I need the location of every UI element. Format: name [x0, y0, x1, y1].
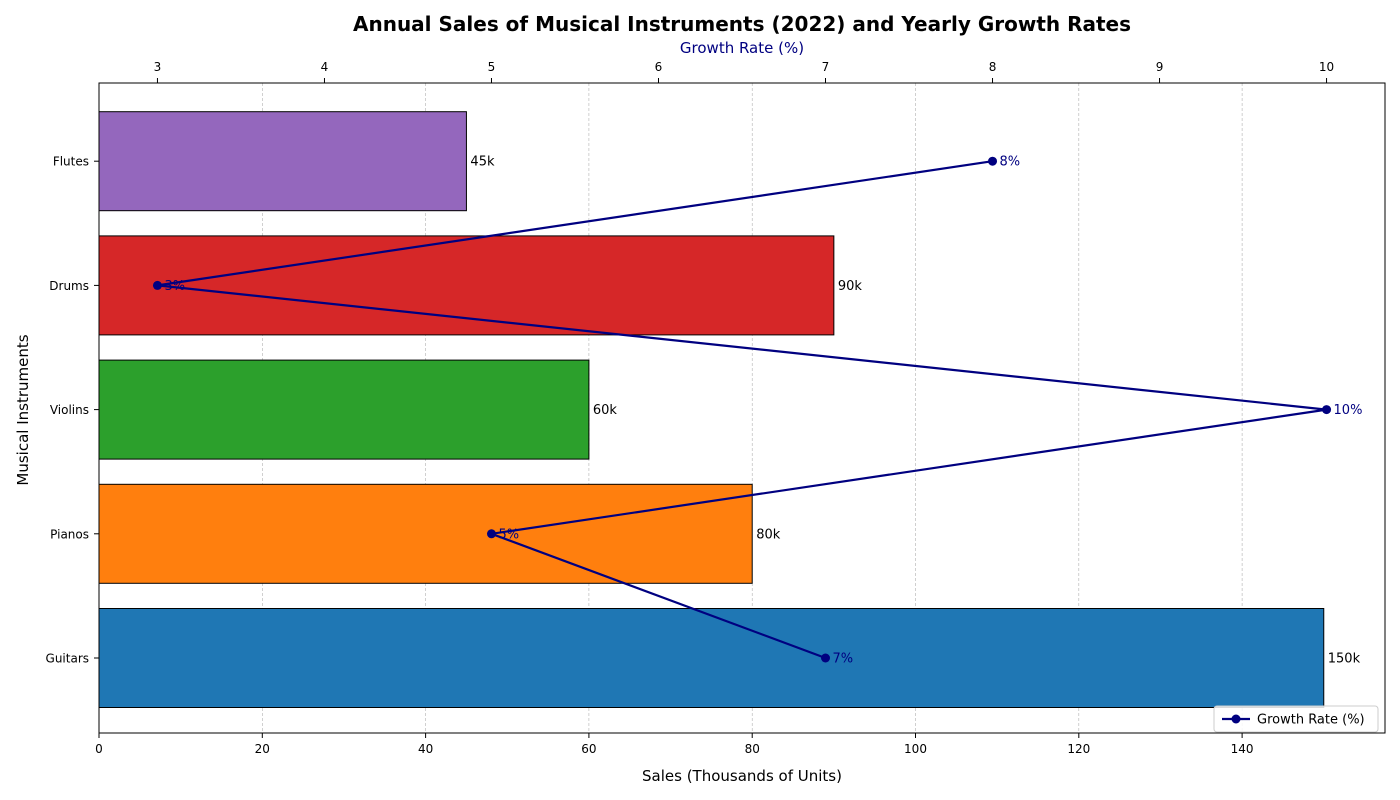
growth-value-label: 8% [1000, 155, 1021, 170]
y-tick-label-violins: Violins [50, 403, 89, 417]
legend-label: Growth Rate (%) [1257, 713, 1365, 728]
y-tick-label-pianos: Pianos [50, 527, 89, 541]
x2-tick-label: 10 [1319, 60, 1334, 74]
x2-tick-label: 9 [1156, 60, 1164, 74]
bar-violins [98, 359, 590, 460]
y-tick-label-drums: Drums [49, 279, 89, 293]
y-axis-title: Musical Instruments [14, 334, 32, 485]
growth-point [1322, 405, 1332, 415]
x2-tick-label: 8 [989, 60, 997, 74]
legend-marker [1231, 714, 1241, 724]
axes: 0 20 40 60 80 100 120 140 3 4 5 6 7 8 9 10 Guitars Pianos… [46, 60, 1386, 756]
bar-value-label: 90k [838, 279, 863, 294]
bar-value-label: 45k [470, 155, 495, 170]
x-tick-label: 60 [581, 742, 596, 756]
growth-point [152, 280, 162, 290]
x2-tick-label: 7 [822, 60, 830, 74]
chart-title: Annual Sales of Musical Instruments (202… [353, 12, 1131, 36]
bar-value-label: 150k [1328, 652, 1361, 667]
x-tick-label: 100 [904, 742, 927, 756]
plot-frame [98, 82, 1386, 734]
growth-value-label: 10% [1334, 403, 1363, 418]
bar-value-label: 60k [593, 403, 618, 418]
growth-value-label: 3% [164, 279, 185, 294]
bar-flutes [98, 111, 467, 212]
x-tick-label: 0 [95, 742, 103, 756]
growth-value-label: 5% [498, 527, 519, 542]
bar-pianos [98, 483, 753, 584]
growth-point [988, 156, 998, 166]
bar-guitars [98, 608, 1325, 708]
y-tick-label-flutes: Flutes [53, 155, 89, 169]
x2-tick-label: 5 [488, 60, 496, 74]
growth-value-label: 7% [833, 652, 854, 667]
growth-point [486, 529, 496, 539]
x2-tick-label: 6 [655, 60, 663, 74]
x-tick-label: 40 [418, 742, 433, 756]
bar-value-label: 80k [756, 527, 781, 542]
x-axis-title: Sales (Thousands of Units) [642, 767, 842, 785]
x2-tick-label: 4 [321, 60, 329, 74]
x-tick-label: 20 [255, 742, 270, 756]
x2-tick-label: 3 [154, 60, 162, 74]
growth-axis-title: Growth Rate (%) [680, 39, 804, 57]
bar-drums [98, 235, 835, 336]
growth-line: 7% 5% 10% 3% 8% [152, 155, 1363, 667]
growth-point [821, 653, 831, 663]
legend-box [1213, 705, 1379, 733]
x-tick-label: 140 [1231, 742, 1254, 756]
x-tick-label: 80 [745, 742, 760, 756]
y-tick-label-guitars: Guitars [46, 652, 89, 666]
bars: 150k 80k 60k 90k 45k [98, 111, 1361, 708]
legend: Growth Rate (%) [1213, 705, 1379, 733]
x-tick-label: 120 [1067, 742, 1090, 756]
